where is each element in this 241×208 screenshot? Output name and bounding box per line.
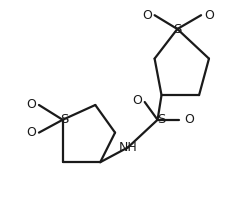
Text: S: S (157, 113, 166, 126)
Text: S: S (173, 22, 181, 36)
Text: NH: NH (119, 141, 137, 154)
Text: O: O (26, 98, 36, 111)
Text: O: O (26, 126, 36, 139)
Text: O: O (204, 9, 214, 22)
Text: O: O (132, 94, 142, 106)
Text: O: O (142, 9, 152, 22)
Text: S: S (60, 113, 69, 126)
Text: O: O (184, 113, 194, 126)
